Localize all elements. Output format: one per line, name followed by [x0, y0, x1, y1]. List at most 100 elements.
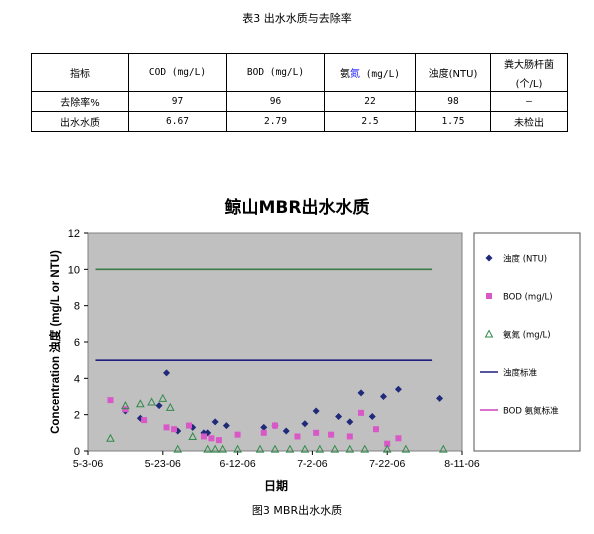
chart-canvas: 0 2 4 6 8 10 12 5-3-06 5-23-06 6-12-06 7-2-06 7-22-… — [48, 228, 581, 493]
square-point — [358, 409, 365, 416]
cell-bod: 96 — [226, 91, 325, 112]
header-turbidity: 浊度(NTU) — [415, 53, 491, 92]
triangle-point — [136, 399, 145, 408]
cell-turbidity: 1.75 — [415, 111, 491, 132]
legend-label: 浊度标准 — [503, 368, 538, 379]
triangle-point — [438, 444, 448, 453]
diamond-point — [282, 427, 290, 435]
header-cod: COD (mg/L) — [128, 53, 227, 92]
table-row: 去除率% 97 96 22 98 – — [31, 91, 568, 112]
triangle-point — [173, 444, 183, 453]
cell-coliform: – — [490, 91, 568, 112]
square-point — [200, 433, 207, 440]
diamond-point — [357, 389, 365, 397]
triangle-point — [203, 444, 213, 453]
cell-coliform: 未检出 — [490, 111, 568, 132]
triangle-point — [218, 444, 227, 453]
legend-diamond-swatch — [485, 254, 493, 262]
header-coliform-line2: (个/L) — [515, 78, 543, 90]
legend-label: 浊度 (NTU) — [503, 254, 547, 265]
data-points-layer — [106, 369, 448, 453]
header-indicator: 指标 — [31, 53, 129, 92]
table-header-row: 指标 COD (mg/L) BOD (mg/L) 氨氮 (mg/L) 浊度(NT… — [31, 53, 568, 92]
triangle-point — [121, 401, 130, 410]
cell-ammonia: 22 — [324, 91, 416, 112]
triangle-point — [360, 444, 370, 453]
diamond-point — [379, 393, 387, 400]
y-tick-label: 12 — [68, 228, 80, 240]
triangle-point — [106, 433, 115, 442]
diamond-point — [211, 418, 219, 426]
triangle-point — [210, 444, 220, 453]
square-point — [384, 440, 391, 447]
table-caption: 表3 出水水质与去除率 — [242, 12, 352, 25]
axes-layer: 0 2 4 6 8 10 12 5-3-06 5-23-06 6-12-06 7-2-06 7-22-… — [68, 228, 480, 470]
legend-label: 氨氮 (mg/L) — [503, 330, 551, 341]
square-point — [395, 435, 402, 442]
header-ammonia: 氨氮 (mg/L) — [324, 53, 416, 92]
diamond-point — [222, 422, 230, 430]
legend: 浊度 (NTU) BOD (mg/L) 氨氮 (mg/L) 浊度标准 BOD 氨氮标准 — [480, 254, 559, 417]
square-point — [346, 433, 353, 440]
figure-caption: 图3 MBR出水水质 — [251, 504, 343, 517]
triangle-point — [382, 444, 392, 453]
y-axis-label: Concentration 浊度 (mg/L or NTU) — [48, 250, 62, 434]
square-point — [372, 426, 379, 433]
x-tick-label: 8-11-06 — [444, 458, 480, 470]
square-point — [260, 429, 267, 436]
triangle-point — [285, 444, 295, 453]
square-point — [208, 435, 215, 442]
cell-cod: 97 — [128, 91, 227, 112]
square-point — [171, 426, 178, 433]
triangle-point — [158, 393, 168, 402]
header-coliform: 粪大肠杆菌 (个/L) — [490, 53, 568, 92]
square-point — [234, 431, 241, 438]
x-tick-label: 7-22-06 — [369, 458, 405, 470]
header-ammonia-unit: (mg/L) — [359, 69, 401, 80]
diamond-point — [312, 407, 320, 415]
cell-bod: 2.79 — [226, 111, 325, 132]
diamond-point — [394, 385, 402, 393]
diamond-point — [155, 402, 163, 410]
header-bod: BOD (mg/L) — [226, 53, 325, 92]
triangle-point — [300, 444, 310, 453]
triangle-point — [255, 444, 265, 453]
diamond-point — [346, 418, 354, 426]
y-tick-label: 4 — [74, 373, 80, 385]
x-tick-label: 5-3-06 — [73, 458, 104, 470]
row-label: 出水水质 — [31, 111, 129, 132]
diamond-point — [335, 412, 343, 420]
triangle-point — [330, 444, 340, 453]
square-point — [294, 433, 301, 440]
water-quality-table: 指标 COD (mg/L) BOD (mg/L) 氨氮 (mg/L) 浊度(NT… — [31, 53, 568, 132]
legend-triangle-swatch — [484, 329, 494, 338]
cell-ammonia: 2.5 — [324, 111, 416, 132]
legend-box — [473, 232, 581, 452]
standard-lines-layer — [95, 268, 433, 361]
cell-cod: 6.67 — [128, 111, 227, 132]
triangle-point — [165, 402, 175, 411]
triangle-point — [188, 431, 198, 440]
diamond-point — [260, 423, 268, 431]
triangle-point — [315, 444, 325, 453]
legend-label: BOD 氨氮标准 — [503, 406, 559, 417]
legend-label: BOD (mg/L) — [503, 293, 553, 303]
y-tick-label: 10 — [68, 264, 80, 276]
square-point — [163, 424, 170, 431]
x-tick-label: 7-2-06 — [297, 458, 328, 470]
square-point — [215, 437, 222, 444]
diamond-point — [163, 369, 171, 377]
triangle-point — [233, 444, 242, 453]
header-coliform-line1: 粪大肠杆菌 — [504, 59, 554, 71]
square-point — [122, 406, 129, 413]
y-tick-label: 0 — [74, 446, 80, 458]
x-tick-label: 6-12-06 — [219, 458, 255, 470]
y-tick-label: 6 — [74, 337, 80, 349]
x-axis-label: 日期 — [264, 478, 288, 493]
legend-square-swatch — [486, 293, 492, 299]
square-point — [107, 397, 114, 404]
square-point — [272, 422, 278, 429]
cell-turbidity: 98 — [415, 91, 491, 112]
triangle-point — [147, 397, 156, 406]
square-point — [141, 417, 148, 424]
